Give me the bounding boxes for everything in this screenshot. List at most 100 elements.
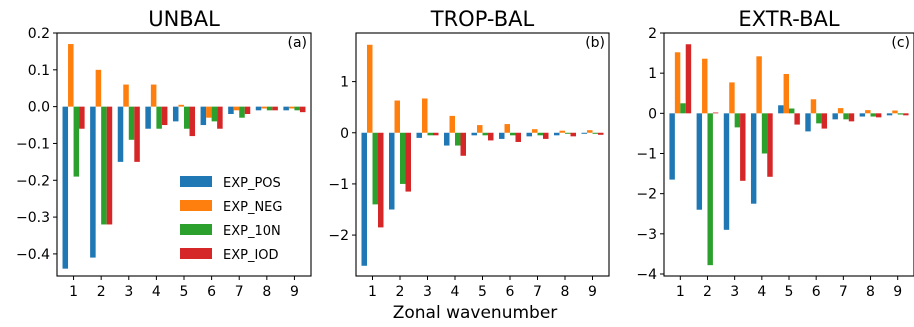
bar-exp-pos-k3	[416, 132, 422, 138]
y-tick-label: 0	[648, 106, 657, 122]
bar-exp-pos-k9	[283, 106, 289, 111]
bar-exp-10n-k6	[211, 106, 218, 122]
bar-exp-pos-k3	[723, 113, 730, 230]
bar-exp-iod-k1	[378, 132, 384, 228]
bar-exp-neg-k6	[810, 99, 817, 114]
bar-exp-iod-k4	[767, 113, 773, 177]
bar-exp-iod-k9	[903, 113, 909, 116]
x-axis-label: Zonal wavenumber	[393, 303, 558, 323]
x-tick-label: 7	[839, 284, 848, 300]
bar-exp-10n-k4	[455, 132, 461, 146]
bar-exp-iod-k5	[794, 113, 800, 125]
bar-exp-pos-k8	[255, 106, 262, 111]
y-tick-label: 0.0	[28, 100, 50, 116]
bar-exp-iod-k2	[712, 112, 719, 114]
panel-title: EXTR-BAL	[738, 7, 839, 31]
x-tick-label: 5	[478, 284, 487, 300]
bar-exp-neg-k9	[587, 130, 593, 133]
bar-exp-neg-k9	[892, 110, 898, 114]
bar-exp-pos-k4	[750, 113, 757, 204]
bar-exp-neg-k3	[729, 82, 735, 114]
bar-exp-iod-k3	[433, 132, 439, 136]
bar-exp-iod-k3	[740, 113, 746, 181]
y-tick-label: 0	[340, 126, 349, 142]
bar-exp-10n-k6	[510, 132, 516, 136]
bar-exp-neg-k3	[422, 98, 428, 133]
bar-exp-neg-k7	[532, 129, 538, 133]
bar-exp-pos-k1	[669, 113, 675, 180]
bar-exp-neg-k2	[702, 58, 708, 114]
bar-exp-10n-k1	[73, 106, 80, 177]
bar-exp-iod-k8	[570, 132, 576, 137]
bar-exp-neg-k4	[756, 56, 762, 114]
legend-label-exp-pos: EXP_POS	[223, 176, 281, 191]
y-tick-label: −2	[328, 228, 349, 244]
panel-a: 0.2 0.1 0.0 −0.1 −0.2 −0.3 −0.4 1 2 3 4 5 6 7 8 9 UNBAL (…	[16, 7, 312, 300]
bar-exp-10n-k8	[565, 132, 571, 134]
y-tick-label: −4	[636, 267, 657, 283]
bar-exp-neg-k3	[123, 84, 129, 107]
bar-exp-pos-k7	[526, 132, 532, 137]
panel-letter: (a)	[287, 35, 307, 51]
bar-exp-neg-k2	[95, 69, 102, 107]
bar-exp-pos-k2	[389, 132, 395, 210]
panel-letter: (b)	[585, 35, 605, 51]
bar-exp-pos-k7	[832, 113, 838, 120]
y-tick-label: −0.4	[16, 247, 50, 263]
bar-exp-pos-k1	[361, 132, 367, 266]
bar-exp-iod-k5	[488, 132, 494, 141]
x-tick-label: 1	[368, 284, 377, 300]
x-tick-label: 5	[785, 284, 794, 300]
legend: EXP_POS EXP_NEG EXP_10N EXP_IOD	[180, 176, 282, 263]
panel-letter: (c)	[891, 35, 910, 51]
bar-exp-10n-k2	[101, 106, 107, 225]
bar-exp-iod-k2	[405, 132, 411, 192]
x-tick-label: 8	[262, 284, 271, 300]
bar-exp-pos-k5	[778, 105, 784, 114]
legend-label-exp-iod: EXP_IOD	[223, 248, 279, 263]
bar-exp-pos-k6	[499, 132, 505, 139]
y-tick-label: −1	[328, 177, 349, 193]
bar-exp-pos-k2	[90, 106, 96, 258]
bar-exp-10n-k1	[680, 103, 686, 114]
bar-exp-iod-k6	[217, 106, 223, 129]
panel-title: TROP-BAL	[430, 7, 535, 31]
x-tick-label: 9	[588, 284, 597, 300]
y-tick-label: 0.2	[28, 26, 50, 42]
bar-exp-10n-k3	[734, 113, 741, 128]
bar-exp-iod-k6	[515, 132, 521, 142]
x-tick-label: 1	[676, 284, 685, 300]
x-tick-label: 6	[207, 284, 216, 300]
bar-exp-10n-k3	[128, 106, 135, 140]
x-tick-label: 2	[396, 284, 405, 300]
bar-exp-neg-k7	[837, 108, 844, 114]
bar-exp-10n-k6	[816, 113, 822, 124]
bar-exp-neg-k6	[504, 124, 510, 133]
bar-exp-iod-k7	[543, 132, 549, 139]
bar-exp-neg-k6	[206, 106, 212, 118]
bar-exp-neg-k8	[559, 130, 565, 133]
y-tick-label: 2	[648, 26, 657, 42]
bar-exp-iod-k2	[106, 106, 113, 225]
bar-exp-pos-k2	[696, 113, 703, 210]
x-tick-label: 9	[893, 284, 902, 300]
bar-exp-iod-k7	[848, 113, 855, 122]
legend-swatch-exp-pos	[180, 176, 212, 187]
bar-exp-iod-k7	[244, 106, 251, 114]
x-tick-label: 9	[290, 284, 299, 300]
bar-exp-neg-k8	[261, 106, 267, 109]
bar-exp-iod-k9	[299, 106, 306, 113]
legend-swatch-exp-neg	[180, 200, 212, 211]
bar-exp-neg-k5	[178, 104, 184, 107]
x-tick-label: 7	[235, 284, 244, 300]
x-tick-label: 4	[451, 284, 460, 300]
x-tick-label: 2	[97, 284, 106, 300]
bar-exp-10n-k4	[761, 113, 768, 154]
x-tick-label: 8	[561, 284, 570, 300]
bar-exp-neg-k1	[674, 52, 681, 114]
bar-exp-neg-k1	[367, 44, 373, 133]
bar-exp-neg-k2	[394, 100, 400, 133]
bar-exp-pos-k4	[444, 132, 450, 146]
bar-exp-iod-k9	[598, 132, 604, 135]
